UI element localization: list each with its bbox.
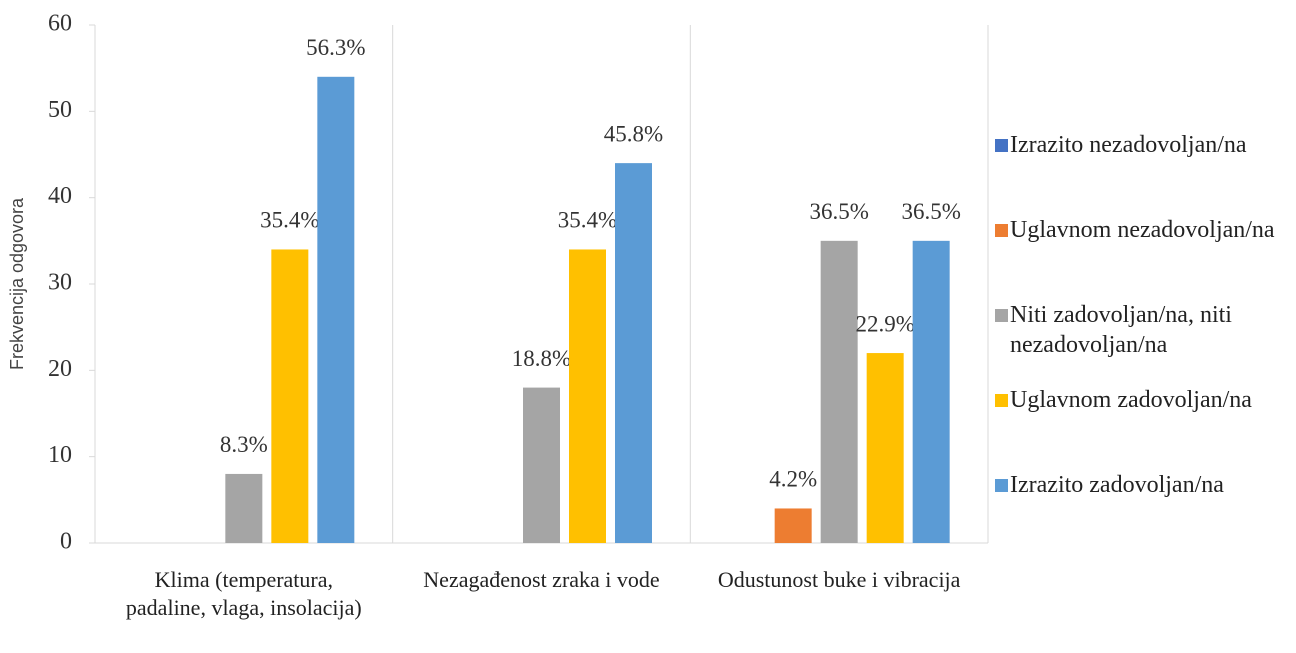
data-label: 36.5% — [901, 199, 960, 224]
legend-item: Izrazito nezadovoljan/na — [995, 130, 1285, 160]
y-tick-label: 10 — [48, 442, 72, 468]
y-tick-label: 40 — [48, 183, 72, 209]
y-tick-label: 50 — [48, 97, 72, 123]
legend-item: Uglavnom nezadovoljan/na — [995, 215, 1285, 245]
data-label: 35.4% — [558, 208, 617, 233]
data-label: 18.8% — [512, 346, 571, 371]
data-label: 45.8% — [604, 121, 663, 146]
bar — [866, 353, 904, 543]
y-tick-label: 60 — [48, 11, 72, 37]
data-label: 4.2% — [769, 467, 817, 492]
legend-label: Izrazito nezadovoljan/na — [1010, 132, 1247, 158]
bar — [569, 249, 606, 543]
bar — [317, 76, 355, 544]
legend-item: Niti zadovoljan/na, niti nezadovoljan/na — [995, 300, 1285, 360]
bar — [523, 387, 560, 543]
x-tick-label: Klima (temperatura, padaline, vlaga, ins… — [125, 567, 362, 620]
legend-swatch — [995, 139, 1008, 152]
data-label: 22.9% — [855, 311, 914, 336]
y-axis-label: Frekvencija odgovora — [7, 197, 27, 370]
bar — [774, 508, 812, 543]
legend-swatch — [995, 394, 1008, 407]
legend-swatch — [995, 224, 1008, 237]
bar — [225, 473, 263, 543]
legend-swatch — [995, 479, 1008, 492]
legend-item: Izrazito zadovoljan/na — [995, 470, 1285, 500]
bar — [912, 240, 950, 544]
legend-label: Niti zadovoljan/na, niti nezadovoljan/na — [1010, 302, 1232, 358]
data-label: 8.3% — [220, 432, 268, 457]
legend-label: Izrazito zadovoljan/na — [1010, 472, 1224, 498]
legend-label: Uglavnom zadovoljan/na — [1010, 387, 1252, 413]
y-tick-label: 20 — [48, 356, 72, 382]
data-label: 35.4% — [260, 208, 319, 233]
bar — [271, 249, 309, 543]
bar — [615, 163, 652, 543]
y-tick-label: 30 — [48, 270, 72, 296]
bar — [820, 240, 858, 544]
x-tick-label: Nezagađenost zraka i vode — [423, 567, 660, 592]
legend-swatch — [995, 309, 1008, 322]
data-label: 36.5% — [809, 199, 868, 224]
y-tick-label: 0 — [60, 529, 72, 555]
x-tick-label: Odustunost buke i vibracija — [717, 567, 961, 592]
legend-item: Uglavnom zadovoljan/na — [995, 385, 1285, 415]
legend-label: Uglavnom nezadovoljan/na — [1010, 217, 1275, 243]
data-label: 56.3% — [306, 35, 365, 60]
